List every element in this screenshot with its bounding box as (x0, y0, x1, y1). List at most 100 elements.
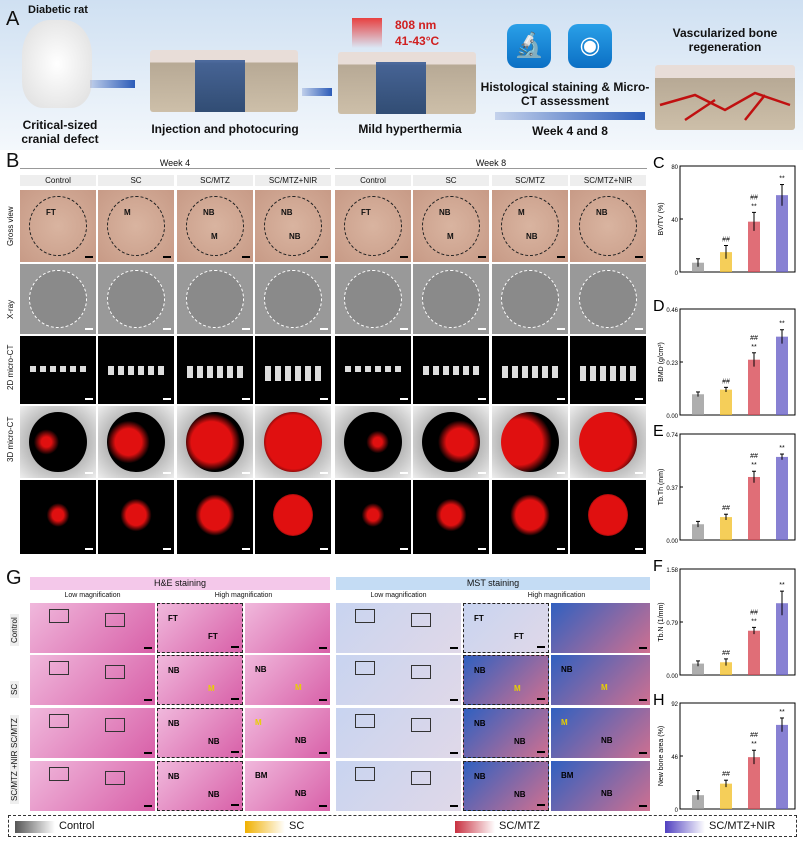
scale-bar (450, 699, 458, 701)
bar-chart-d: D 0.00 0.23 0.46 BMD (g/cm³) ## ## ** ** (653, 298, 796, 420)
image-cell (98, 480, 174, 554)
significance-mark: ** (779, 176, 785, 183)
histology-cell (30, 761, 155, 811)
rat-illustration (22, 20, 92, 108)
histology-cell: M NB (245, 708, 330, 758)
histology-cell: NB NB (463, 761, 549, 811)
scale-bar (635, 472, 643, 474)
defect-outline (422, 411, 480, 473)
assessment-label: Histological staining & Micro-CT assessm… (480, 80, 650, 108)
significance-mark: ** (779, 709, 785, 716)
scale-bar (319, 805, 327, 807)
scale-bar (635, 328, 643, 330)
image-cell: M NB (492, 190, 568, 262)
defect-outline (579, 195, 637, 257)
zoom-region-box (105, 665, 125, 679)
image-cell (492, 264, 568, 334)
tissue-label: NB (601, 736, 613, 745)
significance-mark: ## (750, 453, 758, 460)
scale-bar (478, 328, 486, 330)
scale-bar (242, 256, 250, 258)
significance-mark: ** (751, 462, 757, 469)
image-cell: NB M (177, 190, 253, 262)
bar-sc-mtz-nir (776, 603, 788, 675)
y-tick-label: 80 (671, 165, 678, 171)
image-cell (335, 336, 411, 404)
histology-cell: NB M (245, 655, 330, 705)
scale-bar (639, 752, 647, 754)
significance-mark: ** (751, 344, 757, 351)
row-label: Gross view (6, 206, 15, 246)
column-header: SC/MTZ (177, 175, 253, 186)
scale-bar (537, 698, 545, 700)
defect-outline (264, 269, 322, 329)
histology-cell: NB NB (157, 761, 243, 811)
row-label: SC/MTZ (10, 715, 19, 751)
tissue-label: M (208, 684, 215, 693)
tissue-label: NB (526, 232, 538, 241)
bar-sc (720, 252, 732, 272)
bar-chart-c: C 0 40 80 BV/TV (%) ## ## ** ** (653, 155, 796, 277)
histology-cell: NB NB (463, 708, 549, 758)
tissue-label: M (514, 684, 521, 693)
bar-sc-mtz (748, 757, 760, 809)
y-tick-label: 0.37 (666, 486, 678, 492)
week4-header: Week 4 (20, 158, 330, 169)
scale-bar (320, 548, 328, 550)
step3-label: Mild hyperthermia (358, 122, 462, 136)
histology-cell (336, 761, 461, 811)
defect-outline (186, 195, 244, 257)
zoom-region-box (48, 767, 69, 781)
time-label: Week 4 and 8 (532, 124, 608, 138)
laser-wavelength: 808 nm (395, 18, 437, 32)
3d-bone-reconstruction (195, 494, 235, 536)
image-cell (255, 264, 331, 334)
zoom-region-box (411, 771, 431, 785)
scale-bar (537, 751, 545, 753)
tissue-label: M (561, 718, 568, 727)
defect-outline (186, 269, 244, 329)
image-cell (20, 480, 96, 554)
image-cell (177, 336, 253, 404)
image-cell (177, 480, 253, 554)
image-cell (570, 406, 646, 478)
bar-control (692, 262, 704, 272)
arrow-icon (90, 80, 135, 88)
scale-bar (635, 398, 643, 400)
defect-outline (422, 269, 480, 329)
histology-cell: FT FT (463, 603, 549, 653)
histology-cell (30, 655, 155, 705)
defect-outline (107, 411, 165, 473)
defect-outline (344, 195, 402, 257)
scale-bar (537, 804, 545, 806)
image-cell: FT (335, 190, 411, 262)
tissue-label: BM (255, 771, 268, 780)
scale-bar (320, 328, 328, 330)
significance-mark: ** (751, 203, 757, 210)
y-tick-label: 0.00 (666, 539, 678, 545)
tissue-label: NB (203, 208, 215, 217)
bar-sc-mtz-nir (776, 336, 788, 415)
significance-mark: ## (722, 378, 730, 385)
y-tick-label: 0.79 (666, 621, 678, 627)
scale-bar (320, 472, 328, 474)
mst-high-mag-label: High magnification (527, 592, 586, 599)
bone-section (502, 366, 558, 378)
defect-outline (344, 411, 402, 473)
defect-outline (29, 269, 87, 329)
image-cell (98, 406, 174, 478)
scale-bar (85, 398, 93, 400)
defect-outline (422, 195, 480, 257)
histology-cell: NB NB (157, 708, 243, 758)
tissue-label: NB (168, 719, 180, 728)
image-cell (255, 336, 331, 404)
scale-bar (163, 328, 171, 330)
laser-icon (352, 18, 382, 48)
y-axis-label: BMD (g/cm³) (658, 342, 665, 382)
bone-section (108, 366, 164, 375)
tissue-label: FT (168, 614, 178, 623)
tissue-label: NB (474, 772, 486, 781)
scale-bar (163, 256, 171, 258)
scale-bar (163, 548, 171, 550)
tissue-label: BM (561, 771, 574, 780)
